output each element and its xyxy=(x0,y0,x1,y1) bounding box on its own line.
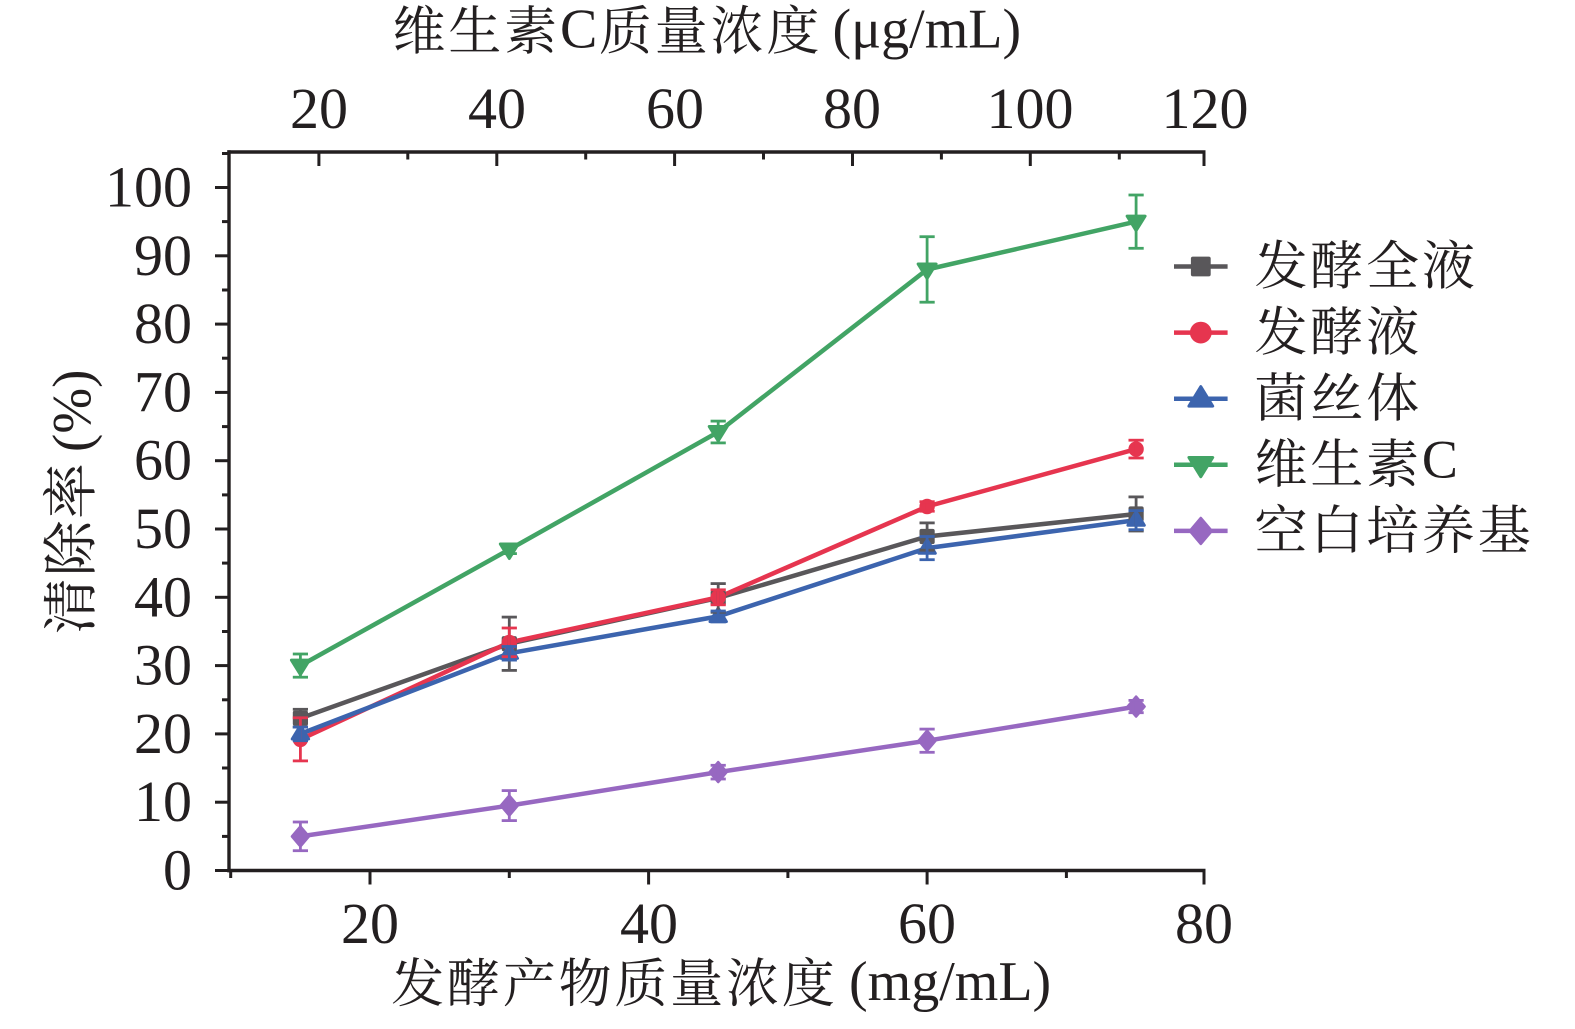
svg-text:(%): (%) xyxy=(41,370,102,452)
svg-text:50: 50 xyxy=(134,496,192,561)
svg-text:60: 60 xyxy=(134,428,192,493)
svg-text:100: 100 xyxy=(987,76,1074,141)
svg-text:80: 80 xyxy=(823,76,881,141)
svg-text:C: C xyxy=(1422,430,1458,490)
svg-text:(mg/mL): (mg/mL) xyxy=(849,951,1051,1013)
svg-text:(μg/mL): (μg/mL) xyxy=(833,0,1022,61)
svg-text:30: 30 xyxy=(134,633,192,698)
svg-text:80: 80 xyxy=(1175,891,1233,956)
svg-text:40: 40 xyxy=(468,76,526,141)
svg-text:80: 80 xyxy=(134,291,192,356)
svg-text:0: 0 xyxy=(163,838,192,903)
svg-text:60: 60 xyxy=(898,891,956,956)
svg-text:20: 20 xyxy=(290,76,348,141)
svg-text:40: 40 xyxy=(620,891,678,956)
svg-text:C: C xyxy=(560,0,597,61)
svg-text:100: 100 xyxy=(105,155,192,220)
svg-text:70: 70 xyxy=(134,359,192,424)
svg-text:20: 20 xyxy=(341,891,399,956)
svg-text:120: 120 xyxy=(1162,76,1249,141)
svg-text:10: 10 xyxy=(134,769,192,834)
svg-text:20: 20 xyxy=(134,701,192,766)
svg-text:40: 40 xyxy=(134,564,192,629)
svg-text:60: 60 xyxy=(646,76,704,141)
svg-text:90: 90 xyxy=(134,223,192,288)
